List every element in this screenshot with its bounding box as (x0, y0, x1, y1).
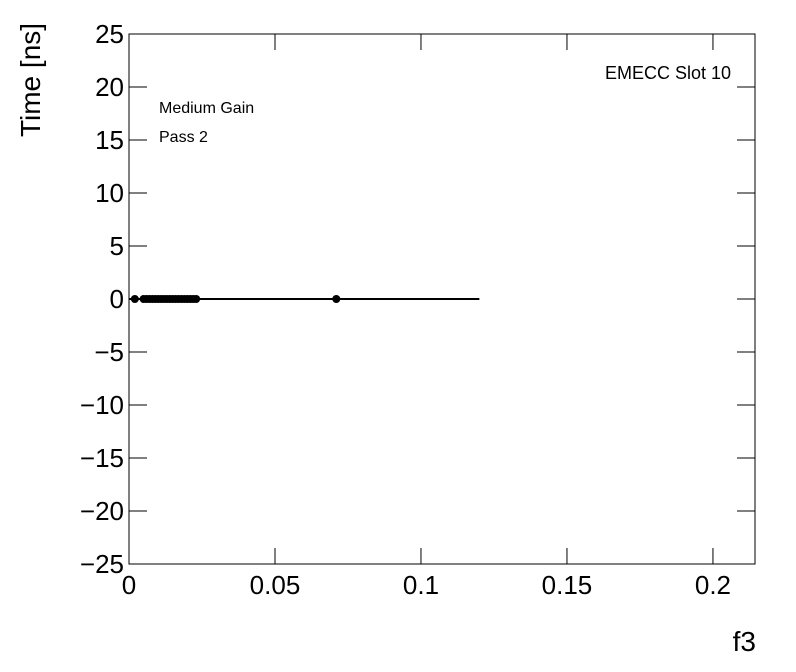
x-tick-label: 0 (122, 570, 136, 600)
y-tick-label: −20 (80, 496, 124, 526)
y-tick-label: −25 (80, 549, 124, 579)
y-tick-label: −15 (80, 443, 124, 473)
y-tick-label: 25 (95, 19, 124, 49)
x-tick-label: 0.2 (695, 570, 731, 600)
y-tick-label: 0 (110, 284, 124, 314)
annotation: Medium Gain (159, 100, 254, 117)
x-tick-label: 0.15 (542, 570, 593, 600)
y-axis-label: Time [ns] (15, 23, 46, 137)
annotation: EMECC Slot 10 (605, 63, 731, 83)
y-tick-label: 5 (110, 231, 124, 261)
x-axis-label: f3 (733, 626, 756, 657)
annotation: Pass 2 (159, 129, 208, 146)
y-tick-label: 20 (95, 72, 124, 102)
y-tick-label: 15 (95, 125, 124, 155)
x-tick-label: 0.05 (250, 570, 301, 600)
y-tick-label: 10 (95, 178, 124, 208)
y-tick-label: −10 (80, 390, 124, 420)
y-tick-label: −5 (94, 337, 124, 367)
x-tick-label: 0.1 (403, 570, 439, 600)
